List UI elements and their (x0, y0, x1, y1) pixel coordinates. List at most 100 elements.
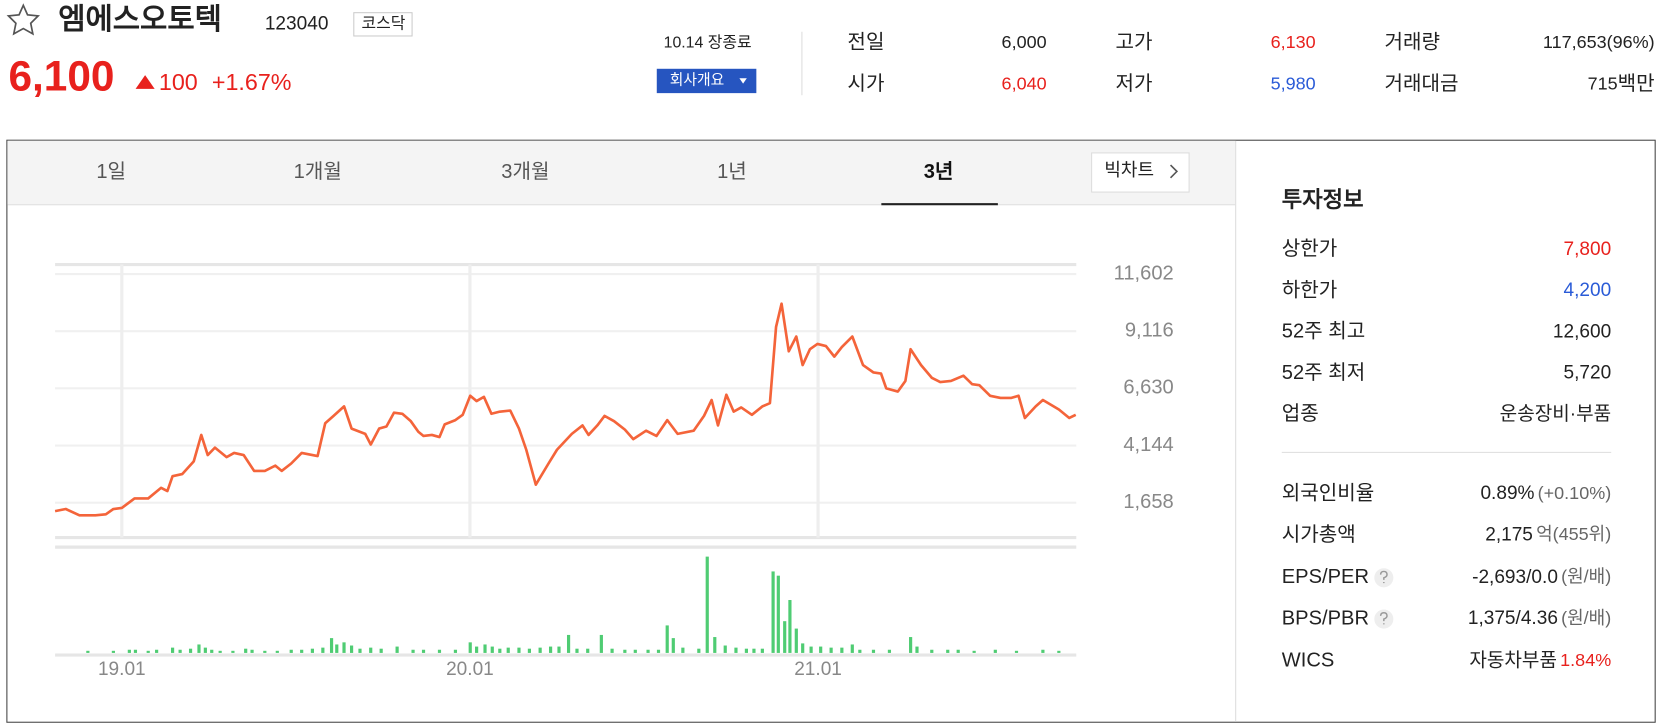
info-label: 52주 최저 (1282, 361, 1366, 384)
favorite-star[interactable] (6, 3, 40, 36)
period-tab[interactable]: 3개월 (501, 160, 549, 183)
big-chart-label[interactable]: 빅차트 (1104, 160, 1154, 180)
volume-bar (858, 649, 862, 653)
volume-bar (321, 647, 325, 653)
period-tab[interactable]: 1일 (96, 160, 126, 183)
chart-box (6, 139, 1656, 723)
volume-bar (263, 650, 267, 653)
volume-bar (342, 642, 346, 653)
info-label: 하한가 (1282, 278, 1338, 301)
volume-bar (289, 649, 293, 653)
change: 100 (159, 69, 198, 95)
summary-value: 6,040 (1002, 73, 1047, 93)
stock-code: 123040 (265, 13, 329, 34)
volume-bar (794, 628, 798, 653)
info-note: 1.84% (1560, 650, 1611, 670)
change-pct: +1.67% (212, 69, 292, 95)
summary-label: 전일 (847, 31, 884, 54)
summary-label: 거래대금 (1385, 72, 1459, 95)
period-tab[interactable]: 1년 (717, 160, 747, 183)
y-tick-label: 9,116 (1125, 320, 1174, 342)
volume-bar (788, 600, 792, 653)
info-value: 운송장비·부품 (1500, 403, 1612, 425)
info-value: 5,720 (1564, 363, 1612, 384)
volume-bar (752, 648, 756, 653)
volume-bar (453, 649, 458, 653)
volume-bar (771, 571, 775, 653)
volume-bar (203, 647, 207, 653)
info-value: 7,800 (1564, 239, 1612, 260)
volume-bar (155, 649, 159, 653)
volume-bar (705, 556, 709, 653)
summary-label: 거래량 (1385, 31, 1441, 54)
volume-bar (946, 649, 950, 653)
volume-bar (349, 645, 354, 653)
info-label: 52주 최고 (1282, 320, 1366, 343)
volume-bar (566, 634, 571, 653)
summary-value: 6,130 (1271, 32, 1316, 52)
period-tab[interactable]: 3년 (924, 160, 954, 183)
info-note: 억(455위) (1536, 524, 1611, 544)
volume-bar (575, 648, 579, 653)
help-mark (1379, 611, 1388, 625)
info-note: (+0.10%) (1538, 483, 1612, 503)
volume-bar (188, 648, 193, 653)
up-arrow (135, 75, 155, 89)
volume-bar (840, 647, 844, 653)
volume-bar (210, 649, 214, 653)
volume-bar (760, 648, 764, 653)
volume-bar (379, 648, 383, 653)
company-button-label[interactable]: 회사개요 (670, 71, 725, 88)
volume-bar (231, 650, 235, 653)
info-note: (원/배) (1561, 608, 1611, 628)
invest-title: 투자정보 (1282, 187, 1364, 212)
company-button[interactable] (656, 68, 757, 94)
volume-bar (887, 649, 892, 653)
volume-bar (697, 648, 701, 653)
info-label: 외국인비율 (1282, 482, 1375, 505)
y-tick-label: 4,144 (1123, 434, 1173, 456)
info-label: 업종 (1282, 402, 1319, 425)
volume-bar (506, 647, 510, 653)
volume-bar (623, 649, 627, 653)
info-value: 4,200 (1564, 280, 1612, 301)
volume-bar (369, 647, 373, 653)
volume-bar (1014, 650, 1019, 653)
y-tick-label: 11,602 (1114, 262, 1174, 284)
volume-bar (411, 649, 415, 653)
volume-bar (127, 649, 131, 653)
volume-bar (1057, 650, 1061, 653)
market-status: 10.14 장종료 (664, 34, 752, 52)
volume-bar (956, 649, 960, 653)
volume-bar (665, 625, 669, 653)
volume-bar (915, 646, 919, 653)
stock-name: 엠에스오토텍 (58, 3, 222, 36)
x-tick-label: 19.01 (98, 659, 146, 680)
help-mark (1379, 570, 1388, 584)
volume-bar (819, 646, 823, 653)
volume-bar (170, 647, 175, 653)
volume-bar (86, 650, 90, 653)
summary-value: 715 (1588, 73, 1618, 93)
summary-label: 저가 (1115, 72, 1152, 95)
period-tab[interactable]: 1개월 (294, 160, 342, 183)
price-line (54, 302, 1077, 517)
volume-bar (723, 645, 727, 653)
volume-bar (437, 649, 442, 653)
volume-bar (538, 647, 542, 653)
summary-value: 6,000 (1002, 32, 1047, 52)
volume-bar (133, 649, 138, 653)
volume-bar (783, 621, 787, 653)
volume-bar (809, 646, 813, 653)
info-value: 자동차부품 (1469, 649, 1557, 671)
volume-bar (395, 646, 399, 653)
chevron (1169, 164, 1179, 179)
volume-bar (483, 644, 487, 653)
volume-bar (527, 648, 531, 653)
volume-bar (498, 648, 502, 653)
volume-bar (557, 646, 561, 653)
info-label: BPS/PBR (1282, 607, 1369, 629)
big-chart-button[interactable] (1091, 152, 1190, 193)
volume-bar (744, 648, 748, 653)
